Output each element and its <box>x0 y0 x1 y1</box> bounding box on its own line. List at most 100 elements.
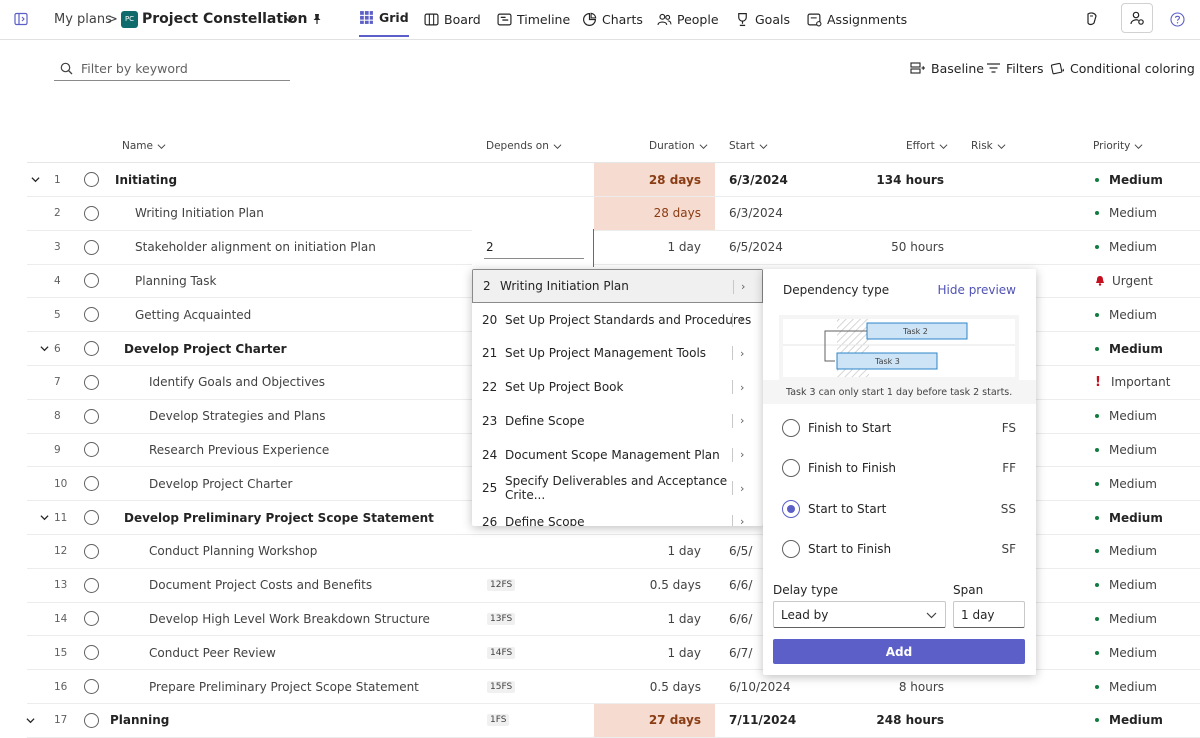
column-header-name[interactable]: Name <box>122 139 166 153</box>
priority-value[interactable]: Important <box>1110 375 1171 390</box>
filters-button[interactable]: Filters <box>986 58 1043 78</box>
plan-title[interactable]: Project Constellation <box>142 11 308 27</box>
table-row[interactable]: 16 Prepare Preliminary Project Scope Stat… <box>27 670 1200 704</box>
complete-circle[interactable] <box>84 374 99 390</box>
baseline-button[interactable]: Baseline <box>910 58 984 78</box>
collapse-chevron-icon[interactable] <box>40 501 49 534</box>
complete-circle[interactable] <box>84 307 99 323</box>
dependency-option[interactable]: 22 Set Up Project Book › <box>472 370 763 404</box>
priority-value[interactable]: Medium <box>1109 240 1157 255</box>
task-name[interactable]: Document Project Costs and Benefits <box>149 578 373 593</box>
chevron-right-icon[interactable]: › <box>741 279 746 293</box>
effort-value[interactable]: 50 hours <box>891 240 944 255</box>
start-date[interactable]: 7/11/2024 <box>729 713 797 728</box>
chevron-right-icon[interactable]: › <box>740 515 745 526</box>
start-date[interactable]: 6/3/2024 <box>729 206 783 221</box>
column-header-depends-on[interactable]: Depends on <box>486 139 562 153</box>
duration-value[interactable]: 0.5 days <box>649 578 701 593</box>
priority-value[interactable]: Medium <box>1109 206 1157 221</box>
hide-preview-link[interactable]: Hide preview <box>937 283 1016 297</box>
task-name[interactable]: Identify Goals and Objectives <box>149 375 326 390</box>
priority-value[interactable]: Medium <box>1109 409 1157 424</box>
chevron-right-icon[interactable]: › <box>740 380 745 394</box>
task-name[interactable]: Stakeholder alignment on initiation Plan <box>135 240 376 255</box>
dependency-option[interactable]: 23 Define Scope › <box>472 404 763 438</box>
copilot-icon[interactable] <box>1084 0 1100 38</box>
start-date[interactable]: 6/10/2024 <box>729 679 791 694</box>
collapse-chevron-icon[interactable] <box>40 332 49 365</box>
task-name[interactable]: Develop Strategies and Plans <box>149 409 326 424</box>
duration-value[interactable]: 0.5 days <box>649 679 701 694</box>
pin-icon[interactable] <box>311 0 323 38</box>
dependency-option[interactable]: 21 Set Up Project Management Tools › <box>472 336 763 370</box>
task-name[interactable]: Develop High Level Work Breakdown Struct… <box>149 611 430 626</box>
complete-circle[interactable] <box>84 712 99 728</box>
depends-on-tag[interactable]: 1FS <box>487 714 510 727</box>
task-name[interactable]: Getting Acquainted <box>135 307 252 322</box>
complete-circle[interactable] <box>84 341 99 356</box>
column-header-effort[interactable]: Effort <box>906 139 948 153</box>
dependency-option[interactable]: 25 Specify Deliverables and Acceptance Cr… <box>472 471 763 505</box>
tab-timeline[interactable]: Timeline <box>497 0 570 38</box>
option-start-to-start[interactable]: Start to Start SS <box>763 499 1036 519</box>
duration-value[interactable]: 1 day <box>667 611 701 626</box>
chevron-right-icon[interactable]: › <box>740 481 745 495</box>
duration-value[interactable]: 1 day <box>667 240 701 255</box>
chevron-right-icon[interactable]: › <box>740 313 745 327</box>
duration-value[interactable]: 1 day <box>667 544 701 559</box>
priority-value[interactable]: Medium <box>1109 713 1163 728</box>
chevron-right-icon[interactable]: › <box>740 346 745 360</box>
complete-circle[interactable] <box>84 645 99 661</box>
dependency-option[interactable]: 26 Define Scope › <box>472 505 763 526</box>
collapse-chevron-icon[interactable] <box>31 163 40 196</box>
task-name[interactable]: Develop Project Charter <box>149 476 293 491</box>
priority-value[interactable]: Medium <box>1109 611 1157 626</box>
radio-finish-to-finish[interactable] <box>782 459 800 477</box>
depends-on-input[interactable]: 2 <box>484 236 584 259</box>
start-date[interactable]: 6/6/ <box>729 578 753 593</box>
start-date[interactable]: 6/6/ <box>729 611 753 626</box>
duration-value[interactable]: 1 day <box>667 645 701 660</box>
column-header-risk[interactable]: Risk <box>971 139 1006 153</box>
task-name[interactable]: Planning Task <box>135 273 217 288</box>
task-name[interactable]: Writing Initiation Plan <box>135 206 264 221</box>
priority-value[interactable]: Medium <box>1109 645 1157 660</box>
conditional-coloring-button[interactable]: Conditional coloring <box>1050 58 1195 78</box>
dependency-option[interactable]: 20 Set Up Project Standards and Procedure… <box>472 303 763 337</box>
task-name[interactable]: Planning <box>110 713 170 728</box>
complete-circle[interactable] <box>84 476 99 492</box>
option-finish-to-start[interactable]: Finish to Start FS <box>763 418 1036 438</box>
start-date[interactable]: 6/5/2024 <box>729 240 783 255</box>
depends-on-tag[interactable]: 15FS <box>487 680 516 693</box>
column-header-duration[interactable]: Duration <box>649 139 708 153</box>
duration-value[interactable]: 28 days <box>653 206 701 221</box>
sidebar-toggle-icon[interactable] <box>14 0 28 38</box>
option-start-to-finish[interactable]: Start to Finish SF <box>763 539 1036 559</box>
table-row[interactable]: 3 Stakeholder alignment on initiation Pla… <box>27 231 1200 265</box>
priority-value[interactable]: Medium <box>1109 307 1157 322</box>
priority-value[interactable]: Medium <box>1109 442 1157 457</box>
column-header-priority[interactable]: Priority <box>1093 139 1143 153</box>
priority-value[interactable]: Urgent <box>1112 273 1153 288</box>
depends-on-tag[interactable]: 12FS <box>487 579 516 592</box>
delay-type-select[interactable]: Lead by <box>773 601 946 628</box>
priority-value[interactable]: Medium <box>1109 578 1157 593</box>
task-name[interactable]: Prepare Preliminary Project Scope Statem… <box>149 679 419 694</box>
help-icon[interactable] <box>1170 0 1185 38</box>
add-button[interactable]: Add <box>773 639 1025 664</box>
complete-circle[interactable] <box>84 239 99 255</box>
start-date[interactable]: 6/5/ <box>729 544 753 559</box>
table-row[interactable]: 1 Initiating 28 days 6/3/2024 134 hours Mediu… <box>27 163 1200 197</box>
radio-start-to-start[interactable] <box>782 500 800 518</box>
task-name[interactable]: Conduct Planning Workshop <box>149 544 318 559</box>
depends-on-tag[interactable]: 13FS <box>487 612 516 625</box>
tab-board[interactable]: Board <box>424 0 481 38</box>
complete-circle[interactable] <box>84 510 99 525</box>
complete-circle[interactable] <box>84 408 99 424</box>
task-name[interactable]: Research Previous Experience <box>149 442 330 457</box>
table-row[interactable]: 12 Conduct Planning Workshop 1 day 6/5/Medi… <box>27 535 1200 569</box>
task-name[interactable]: Initiating <box>115 172 178 187</box>
complete-circle[interactable] <box>84 543 99 559</box>
priority-value[interactable]: Medium <box>1109 172 1163 187</box>
priority-value[interactable]: Medium <box>1109 476 1157 491</box>
